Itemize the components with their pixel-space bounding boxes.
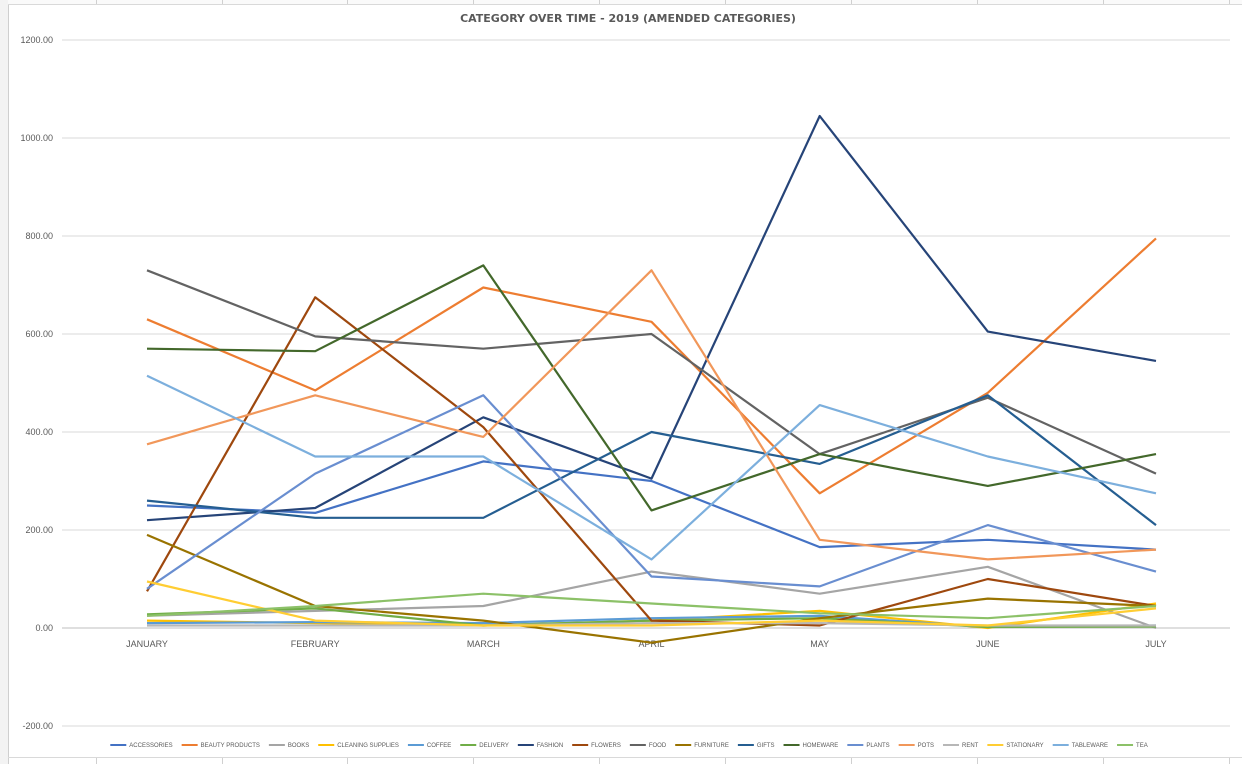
legend-item[interactable]: DELIVERY xyxy=(460,743,509,749)
legend-label: TEA xyxy=(1136,743,1148,749)
legend-item[interactable]: COFFEE xyxy=(407,743,451,749)
series-lines xyxy=(146,114,1157,644)
series-line-flowers[interactable] xyxy=(146,296,1157,627)
column-divider xyxy=(473,0,474,4)
legend-item[interactable]: FLOWERS xyxy=(572,743,621,749)
legend-item[interactable]: FOOD xyxy=(629,743,667,749)
column-divider xyxy=(977,758,978,764)
legend-label: BEAUTY PRODUCTS xyxy=(201,743,260,749)
y-tick-label: 1000.00 xyxy=(20,133,53,143)
column-divider xyxy=(725,0,726,4)
x-tick-label: MARCH xyxy=(467,639,500,649)
legend-item[interactable]: ACCESSORIES xyxy=(110,743,173,749)
y-tick-label: 400.00 xyxy=(25,427,53,437)
legend-item[interactable]: FURNITURE xyxy=(675,743,729,749)
series-line-accessories[interactable] xyxy=(146,460,1157,551)
column-divider xyxy=(473,758,474,764)
legend-label: FOOD xyxy=(649,743,667,749)
series-line-plants[interactable] xyxy=(146,394,1157,590)
legend-item[interactable]: CLEANING SUPPLIES xyxy=(318,743,399,749)
legend[interactable]: ACCESSORIES BEAUTY PRODUCTS BOOKS CLEANING … xyxy=(110,743,1148,749)
column-divider xyxy=(96,0,97,4)
column-divider xyxy=(222,758,223,764)
legend-label: RENT xyxy=(962,743,979,749)
x-tick-label: JUNE xyxy=(976,639,1000,649)
series-line-food[interactable] xyxy=(146,269,1157,475)
column-divider xyxy=(347,0,348,4)
legend-label: POTS xyxy=(918,743,934,749)
legend-label: STATIONARY xyxy=(1006,743,1043,749)
series-line-tableware[interactable] xyxy=(146,374,1157,561)
column-divider xyxy=(599,758,600,764)
legend-item[interactable]: BOOKS xyxy=(268,743,309,749)
legend-label: ACCESSORIES xyxy=(129,743,172,749)
y-tick-label: 1200.00 xyxy=(20,35,53,45)
column-divider xyxy=(725,758,726,764)
y-tick-label: 800.00 xyxy=(25,231,53,241)
legend-label: HOMEWARE xyxy=(803,743,839,749)
series-line-tea[interactable] xyxy=(146,592,1157,620)
series-line-beauty-products[interactable] xyxy=(146,237,1157,495)
y-tick-label: 200.00 xyxy=(25,525,53,535)
legend-label: FLOWERS xyxy=(591,743,621,749)
legend-item[interactable]: RENT xyxy=(943,743,979,749)
x-axis-ticks: JANUARY FEBRUARY MARCH APRIL MAY JUNE JULY xyxy=(126,639,1167,649)
column-divider xyxy=(599,0,600,4)
legend-item[interactable]: TEA xyxy=(1117,743,1148,749)
column-divider xyxy=(222,0,223,4)
y-axis-ticks: -200.00 0.00 200.00 400.00 600.00 800.00 1000.… xyxy=(20,35,53,731)
legend-label: FASHION xyxy=(537,743,563,749)
legend-label: TABLEWARE xyxy=(1072,743,1108,749)
x-tick-label: FEBRUARY xyxy=(291,639,340,649)
column-divider xyxy=(347,758,348,764)
legend-item[interactable]: POTS xyxy=(898,743,934,749)
series-line-homeware[interactable] xyxy=(146,264,1157,512)
legend-item[interactable]: BEAUTY PRODUCTS xyxy=(181,743,260,749)
legend-item[interactable]: GIFTS xyxy=(737,743,775,749)
legend-label: COFFEE xyxy=(427,743,451,749)
column-divider xyxy=(1103,0,1104,4)
legend-label: DELIVERY xyxy=(479,743,509,749)
legend-label: GIFTS xyxy=(757,743,775,749)
x-tick-label: JANUARY xyxy=(126,639,168,649)
legend-item[interactable]: TABLEWARE xyxy=(1052,743,1108,749)
x-tick-label: MAY xyxy=(810,639,829,649)
y-tick-label: 0.00 xyxy=(35,623,53,633)
y-tick-label: 600.00 xyxy=(25,329,53,339)
column-header-strip[interactable] xyxy=(8,0,1242,5)
series-line-books[interactable] xyxy=(146,565,1157,630)
column-divider xyxy=(1103,758,1104,764)
legend-label: PLANTS xyxy=(866,743,889,749)
column-divider xyxy=(851,758,852,764)
column-divider xyxy=(96,758,97,764)
y-tick-label: -200.00 xyxy=(22,721,53,731)
row-header-gutter[interactable] xyxy=(0,0,9,764)
legend-label: CLEANING SUPPLIES xyxy=(337,743,399,749)
series-line-gifts[interactable] xyxy=(146,394,1157,526)
series-line-fashion[interactable] xyxy=(146,114,1157,522)
column-divider xyxy=(851,0,852,4)
series-line-stationary[interactable] xyxy=(146,580,1157,627)
column-divider xyxy=(977,0,978,4)
chart-title[interactable]: CATEGORY OVER TIME - 2019 (AMENDED CATEG… xyxy=(460,12,796,25)
bottom-gridline-strip xyxy=(8,757,1242,764)
column-divider xyxy=(1229,0,1230,4)
x-tick-label: APRIL xyxy=(638,639,664,649)
legend-item[interactable]: STATIONARY xyxy=(987,743,1044,749)
legend-label: FURNITURE xyxy=(694,743,729,749)
legend-item[interactable]: HOMEWARE xyxy=(783,743,839,749)
x-tick-label: JULY xyxy=(1145,639,1166,649)
series-line-pots[interactable] xyxy=(146,269,1157,561)
legend-label: BOOKS xyxy=(288,743,309,749)
legend-item[interactable]: FASHION xyxy=(517,743,563,749)
legend-item[interactable]: PLANTS xyxy=(847,743,890,749)
column-divider xyxy=(1229,758,1230,764)
